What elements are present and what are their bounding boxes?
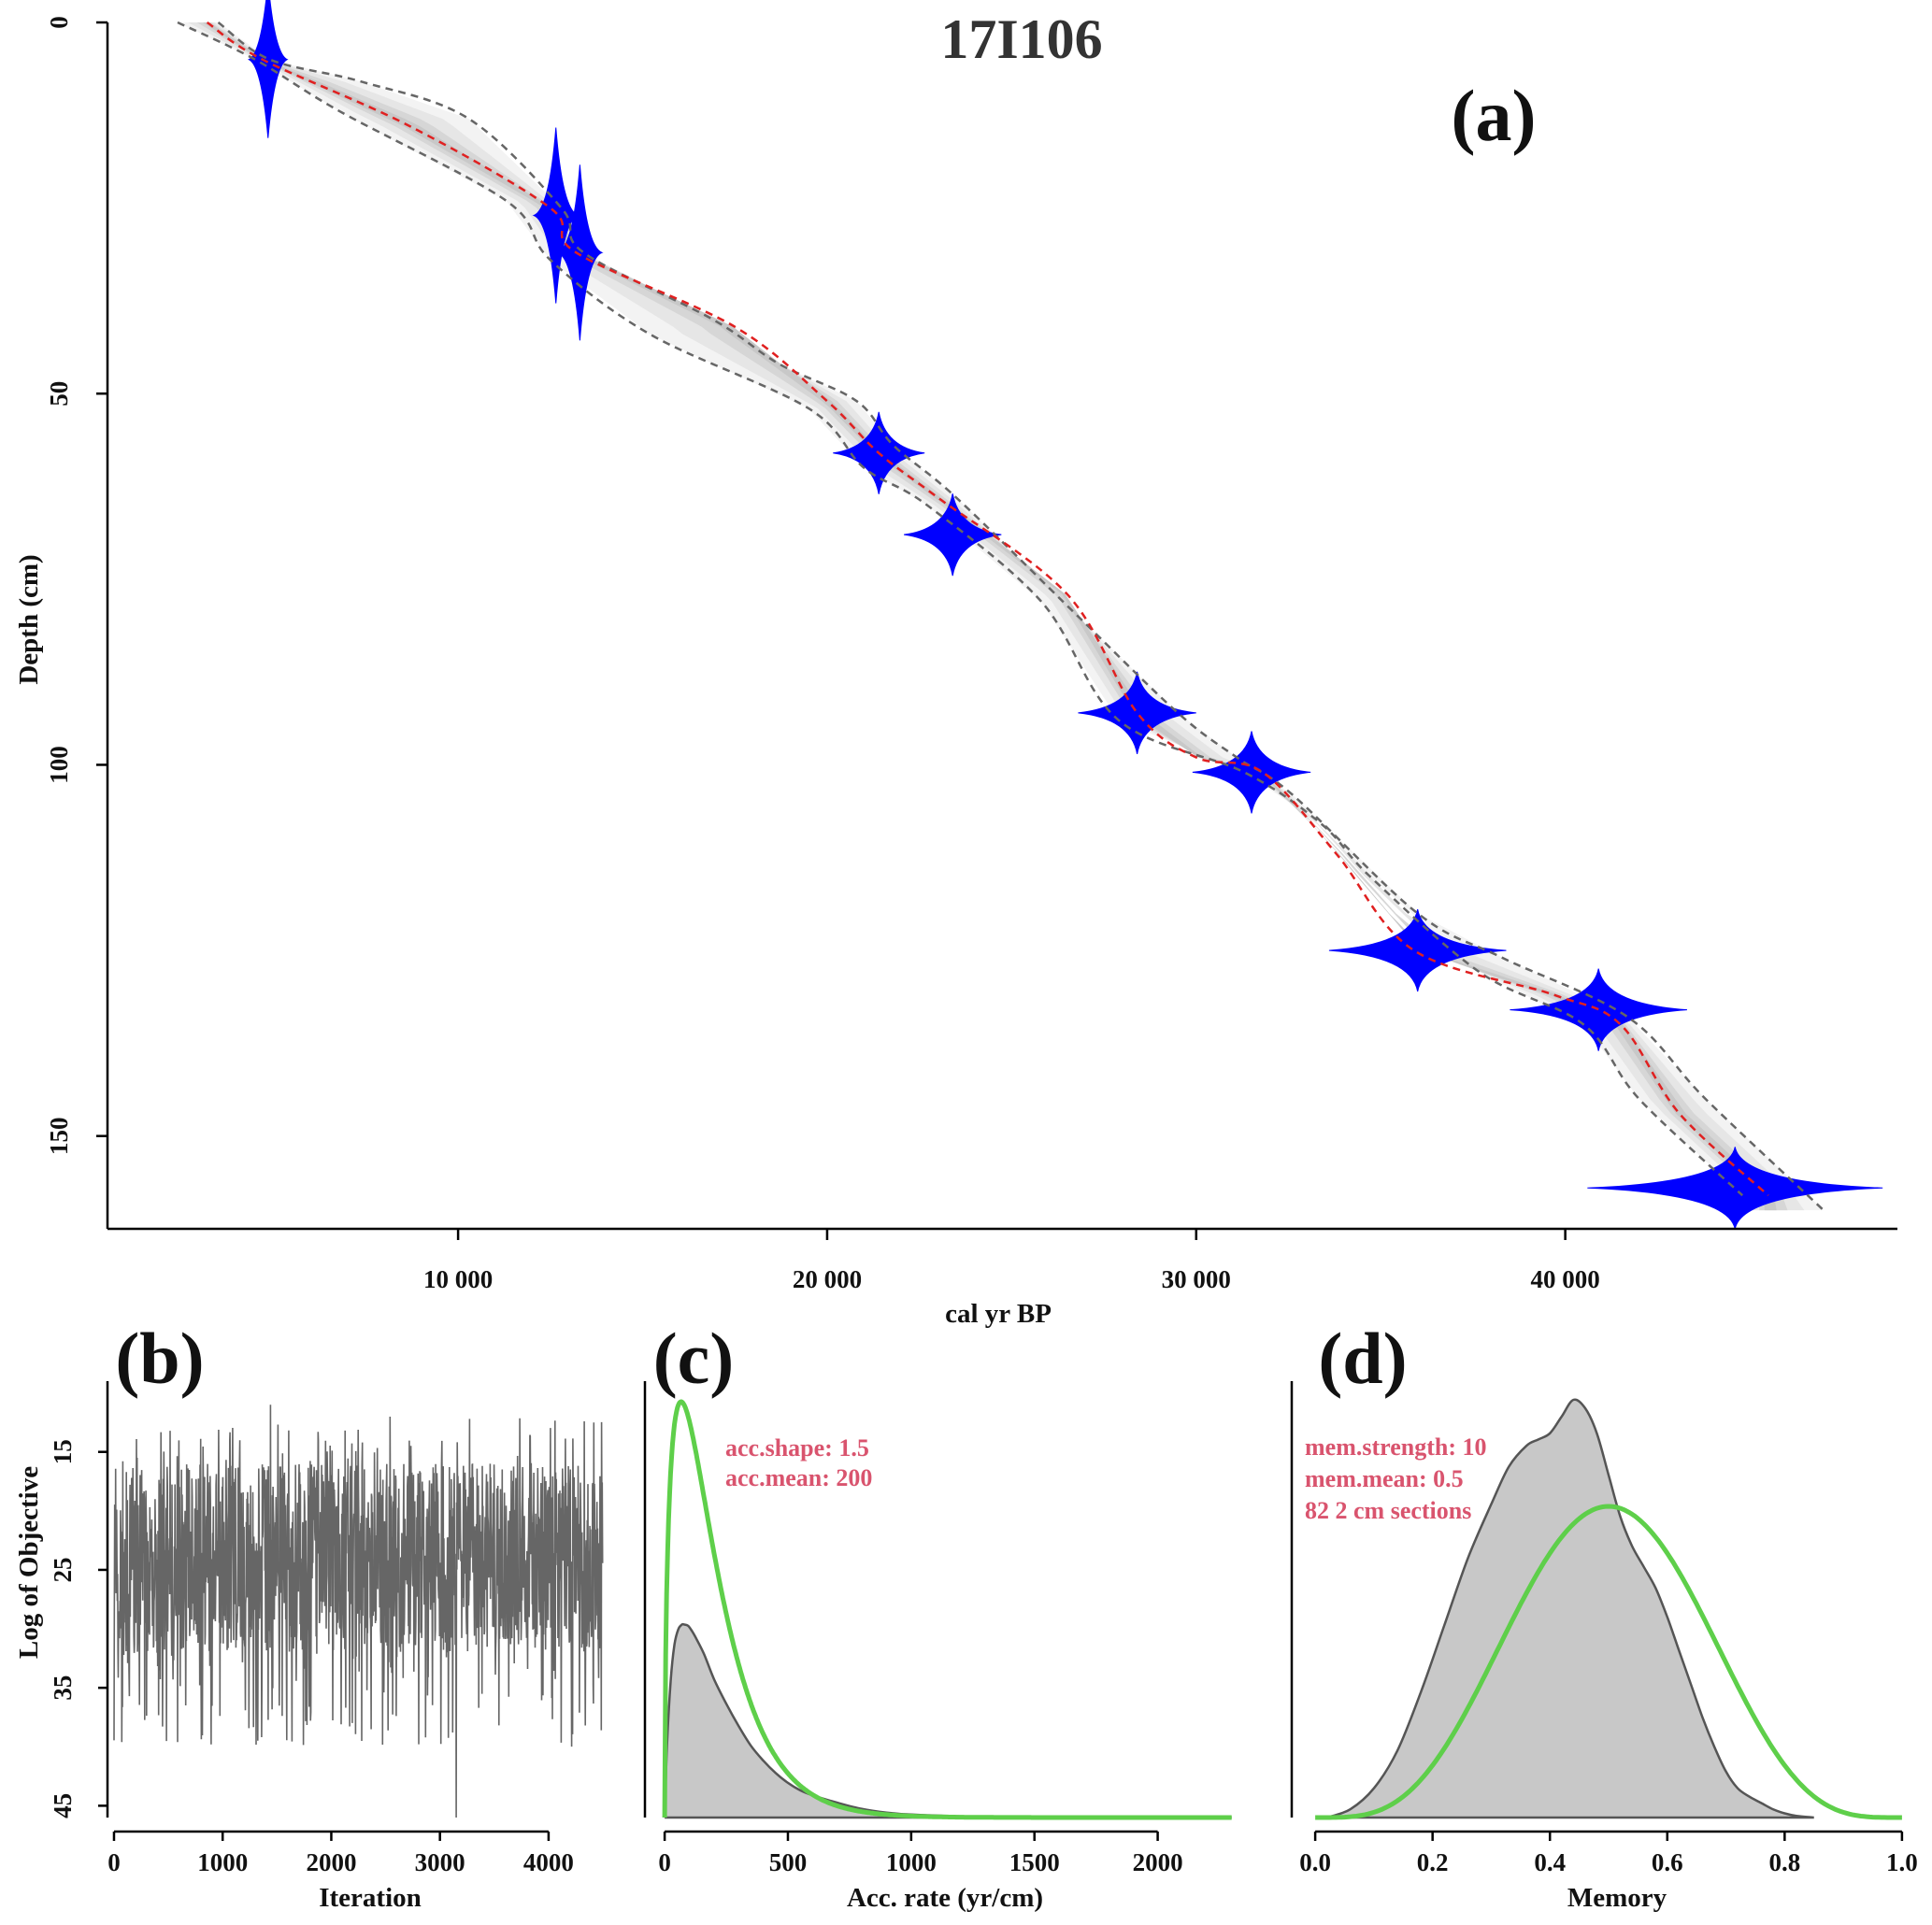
acc-rate-distributions: [662, 1399, 1234, 1820]
x-tick-label-a-20000: 20 000: [793, 1265, 862, 1293]
x-tick-label-d-0: 0.0: [1299, 1848, 1331, 1876]
date-distribution-3: [556, 164, 604, 341]
x-tick-label-d-2: 0.4: [1534, 1848, 1566, 1876]
x-axis-label-a: cal yr BP: [945, 1299, 1052, 1329]
median-age-line: [206, 21, 1769, 1197]
x-tick-label-c-0: 0: [658, 1848, 671, 1876]
y-tick-label-a-100: 100: [45, 746, 73, 784]
x-tick-label-d-1: 0.2: [1417, 1848, 1449, 1876]
y-tick-label-a-0: 0: [45, 16, 73, 29]
x-tick-label-b-2000: 2000: [306, 1848, 356, 1876]
accumulation-rate-panel: 0 500 1000 1500 2000 (c) acc.shape: 1.5 acc.…: [643, 1318, 1234, 1913]
age-depth-panel: 0 50 100 150 10 000 20 000 30 000 40 000 17I106…: [14, 0, 1897, 1329]
x-tick-label-b-3000: 3000: [415, 1848, 465, 1876]
panel-label-a: (a): [1452, 75, 1537, 156]
date-distribution-10: [1587, 1147, 1883, 1230]
acc-rate-axes: 0 500 1000 1500 2000: [643, 1381, 1183, 1876]
x-axis-label-d: Memory: [1567, 1883, 1667, 1913]
sections-annotation: 82 2 cm sections: [1305, 1497, 1471, 1524]
calibrated-dates: [247, 0, 1883, 1230]
y-tick-label-b-25: 25: [49, 1557, 77, 1582]
chart-title: 17I106: [940, 8, 1102, 70]
y-tick-label-b-45: 45: [49, 1793, 77, 1818]
prior-curve-c: [662, 1399, 1234, 1820]
y-axis-label-a: Depth (cm): [14, 554, 44, 684]
y-tick-label-b-15: 15: [49, 1439, 77, 1464]
y-axis-label-b: Log of Objective: [14, 1466, 44, 1659]
posterior-density-d: [1326, 1398, 1814, 1819]
x-tick-label-a-30000: 30 000: [1162, 1265, 1231, 1293]
x-tick-label-b-4000: 4000: [523, 1848, 574, 1876]
trace-polyline: [113, 1405, 604, 1818]
mcmc-trace-line: [113, 1405, 604, 1818]
date-distribution-8: [1328, 908, 1507, 992]
memory-distributions: [1315, 1398, 1902, 1820]
x-tick-label-d-3: 0.6: [1652, 1848, 1683, 1876]
x-axis-label-b: Iteration: [319, 1883, 422, 1913]
panel-label-c: (c): [653, 1318, 735, 1399]
date-distribution-7: [1192, 731, 1311, 814]
x-tick-label-a-40000: 40 000: [1531, 1265, 1600, 1293]
x-tick-label-b-0: 0: [107, 1848, 121, 1876]
x-tick-label-d-4: 0.8: [1768, 1848, 1800, 1876]
x-tick-label-c-500: 500: [769, 1848, 808, 1876]
acc-shape-annotation: acc.shape: 1.5: [725, 1434, 869, 1462]
x-tick-label-c-1000: 1000: [886, 1848, 937, 1876]
x-tick-label-b-1000: 1000: [197, 1848, 248, 1876]
max-age-line: [217, 21, 1825, 1212]
y-tick-label-a-150: 150: [45, 1117, 73, 1155]
age-model-envelope: [178, 22, 1824, 1211]
x-tick-label-d-5: 1.0: [1886, 1848, 1918, 1876]
memory-axes: 0.0 0.2 0.4 0.6 0.8 1.0: [1290, 1381, 1918, 1876]
mem-strength-annotation: mem.strength: 10: [1305, 1433, 1486, 1461]
panel-label-b: (b): [115, 1318, 204, 1399]
y-tick-label-a-50: 50: [45, 381, 73, 406]
date-distribution-6: [1078, 671, 1196, 754]
x-tick-label-c-2000: 2000: [1133, 1848, 1183, 1876]
date-distribution-5: [904, 493, 1002, 577]
acc-mean-annotation: acc.mean: 200: [725, 1464, 872, 1491]
x-axis-label-c: Acc. rate (yr/cm): [847, 1883, 1043, 1913]
x-tick-label-c-1500: 1500: [1009, 1848, 1060, 1876]
min-age-line: [177, 21, 1744, 1197]
y-tick-label-b-35: 35: [49, 1675, 77, 1701]
age-depth-axes: 0 50 100 150 10 000 20 000 30 000 40 000: [45, 16, 1897, 1293]
x-tick-label-a-10000: 10 000: [423, 1265, 493, 1293]
date-distribution-1: [247, 0, 289, 138]
age-model-lines: [177, 21, 1825, 1212]
mem-mean-annotation: mem.mean: 0.5: [1305, 1465, 1464, 1492]
panel-label-d: (d): [1318, 1318, 1407, 1399]
trace-axes: 15 25 35 45 0 1000 2000 3000 4000: [49, 1381, 574, 1876]
prior-curve-d: [1315, 1504, 1902, 1820]
memory-panel: 0.0 0.2 0.4 0.6 0.8 1.0 (d) mem.strength: 10 …: [1290, 1318, 1918, 1913]
